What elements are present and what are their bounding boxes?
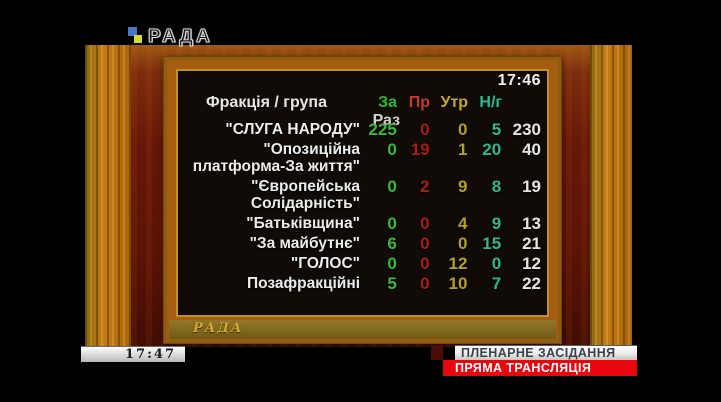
- rada-logo-text: РАДА: [148, 26, 213, 47]
- vote-value: 0: [420, 120, 430, 139]
- vote-value: 21: [522, 234, 541, 253]
- broadcast-clock: 17:47: [81, 346, 185, 362]
- faction-name: "ГОЛОС": [290, 255, 360, 272]
- rada-tv-logo: РАДА: [128, 26, 213, 48]
- faction-name: "Європейська Солідарність": [250, 178, 360, 212]
- vote-value: 20: [482, 140, 502, 159]
- logo-blue-square: [128, 27, 137, 36]
- vote-value: 0: [491, 254, 502, 273]
- vote-value: 7: [491, 274, 502, 293]
- voting-board: 17:46 Фракція / група За Пр Утр Н/г Раз "СЛУ…: [163, 56, 562, 344]
- voting-board-screen: 17:46 Фракція / група За Пр Утр Н/г Раз "СЛУ…: [176, 69, 549, 317]
- live-badge: ПРЯМА ТРАНСЛЯЦІЯ: [443, 360, 637, 376]
- faction-name: "За майбутнє": [249, 235, 360, 252]
- vote-value: 0: [420, 214, 430, 233]
- table-row: "Європейська Солідарність" 0 2 9 8 19: [178, 178, 541, 212]
- vote-value: 19: [410, 140, 430, 159]
- table-row: "Батьківщина" 0 0 4 9 13: [178, 215, 541, 232]
- vote-value: 0: [387, 177, 397, 196]
- wood-pillar-right: [590, 45, 632, 347]
- faction-name: Позафракційні: [247, 275, 360, 292]
- vote-value: 9: [491, 214, 502, 233]
- broadcast-badges: ПЛЕНАРНЕ ЗАСІДАННЯ ПРЯМА ТРАНСЛЯЦІЯ: [443, 345, 637, 376]
- vote-value: 40: [522, 140, 541, 159]
- column-header-1: За: [378, 94, 398, 111]
- rada-logo-icon: [128, 26, 144, 46]
- vote-table-rows: "СЛУГА НАРОДУ" 225 0 0 5 230 "Опозиційна платфо…: [178, 121, 541, 295]
- column-header-5: Раз: [372, 112, 401, 129]
- logo-yellow-square: [134, 35, 142, 43]
- board-frame-brand: РАДА: [193, 321, 244, 336]
- board-clock: 17:46: [497, 72, 541, 89]
- vote-value: 22: [522, 274, 541, 293]
- vote-column-headers: За Пр Утр Н/г Раз: [360, 94, 541, 130]
- vote-value: 9: [457, 177, 468, 196]
- board-frame-brand-strip: РАДА: [169, 320, 556, 339]
- vote-value: 0: [387, 140, 397, 159]
- table-row: Позафракційні 5 0 10 7 22: [178, 275, 541, 292]
- vote-value: 230: [512, 120, 541, 139]
- vote-value: 19: [522, 177, 541, 196]
- faction-column-header: Фракція / група: [206, 94, 327, 111]
- badge-left-notch: [431, 345, 443, 360]
- vote-value: 4: [457, 214, 468, 233]
- faction-name: "Опозиційна платформа-За життя": [192, 141, 360, 175]
- vote-value: 5: [491, 120, 502, 139]
- vote-value: 15: [482, 234, 502, 253]
- wood-pillar-left: [85, 45, 131, 347]
- table-row: "Опозиційна платформа-За життя" 0 19 1 20 40: [178, 141, 541, 175]
- faction-name: "Батьківщина": [246, 215, 360, 232]
- column-header-3: Утр: [440, 94, 469, 111]
- vote-value: 0: [387, 254, 397, 273]
- vote-value: 0: [457, 234, 468, 253]
- vote-value: 0: [420, 254, 430, 273]
- parliament-hall-backdrop: 17:46 Фракція / група За Пр Утр Н/г Раз "СЛУ…: [85, 45, 632, 347]
- vote-value: 12: [448, 254, 468, 273]
- board-table-header: Фракція / група За Пр Утр Н/г Раз: [178, 94, 541, 130]
- vote-value: 2: [420, 177, 430, 196]
- vote-value: 0: [420, 234, 430, 253]
- table-row: "ГОЛОС" 0 0 12 0 12: [178, 255, 541, 272]
- vote-value: 1: [457, 140, 468, 159]
- column-header-2: Пр: [408, 94, 431, 111]
- vote-value: 10: [448, 274, 468, 293]
- table-row: "За майбутнє" 6 0 0 15 21: [178, 235, 541, 252]
- vote-value: 13: [522, 214, 541, 233]
- vote-value: 0: [420, 274, 430, 293]
- table-row: "СЛУГА НАРОДУ" 225 0 0 5 230: [178, 121, 541, 138]
- faction-name: "СЛУГА НАРОДУ": [225, 121, 360, 138]
- session-badge: ПЛЕНАРНЕ ЗАСІДАННЯ: [455, 345, 637, 360]
- vote-value: 0: [387, 214, 397, 233]
- vote-value: 225: [368, 120, 397, 139]
- vote-value: 5: [387, 274, 397, 293]
- vote-value: 12: [522, 254, 541, 273]
- vote-value: 8: [491, 177, 502, 196]
- vote-value: 0: [457, 120, 468, 139]
- vote-value: 6: [387, 234, 397, 253]
- column-header-4: Н/г: [479, 94, 503, 111]
